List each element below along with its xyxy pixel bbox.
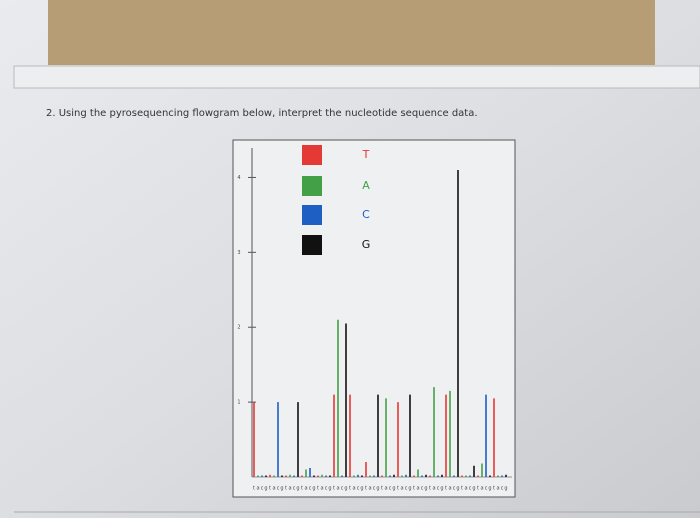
flow-label: t — [445, 486, 447, 492]
legend-swatch — [302, 145, 322, 165]
flow-label: g — [280, 486, 283, 492]
flow-label: g — [312, 486, 315, 492]
flow-label: a — [304, 486, 307, 492]
flow-label: t — [429, 486, 431, 492]
flow-label: g — [456, 486, 459, 492]
flow-label: a — [432, 486, 435, 492]
flow-label: c — [357, 486, 360, 492]
flow-label: a — [320, 486, 323, 492]
flow-label: a — [256, 486, 259, 492]
cardboard — [48, 0, 655, 65]
y-tick-label: 4 — [237, 175, 240, 181]
chart-frame — [232, 139, 516, 498]
flow-label: c — [341, 486, 344, 492]
flow-label: g — [424, 486, 427, 492]
flow-label: g — [360, 486, 363, 492]
legend-swatch — [302, 235, 322, 255]
flow-label: c — [293, 486, 296, 492]
flow-label: a — [384, 486, 387, 492]
flow-label: c — [373, 486, 376, 492]
flow-label: t — [285, 486, 287, 492]
flow-label: g — [488, 486, 491, 492]
y-tick-label: 2 — [237, 325, 240, 331]
flow-label: a — [480, 486, 483, 492]
legend-label: G — [362, 238, 371, 251]
flow-label: g — [408, 486, 411, 492]
flow-label: t — [253, 486, 255, 492]
flow-label: g — [344, 486, 347, 492]
legend-swatch — [302, 205, 322, 225]
flow-label: c — [453, 486, 456, 492]
flow-label: c — [261, 486, 264, 492]
flow-label: t — [301, 486, 303, 492]
y-tick-label: 3 — [237, 250, 240, 256]
flow-label: g — [440, 486, 443, 492]
flow-label: c — [501, 486, 504, 492]
flow-label: g — [472, 486, 475, 492]
flow-label: t — [365, 486, 367, 492]
flow-label: c — [437, 486, 440, 492]
flow-label: a — [448, 486, 451, 492]
paper-strip — [13, 65, 700, 89]
flow-label: g — [504, 486, 507, 492]
flow-label: t — [397, 486, 399, 492]
flow-label: c — [309, 486, 312, 492]
flow-label: t — [317, 486, 319, 492]
flow-label: c — [485, 486, 488, 492]
flow-label: t — [269, 486, 271, 492]
legend-label: C — [362, 208, 370, 221]
flow-label: c — [325, 486, 328, 492]
legend-label: T — [362, 148, 370, 161]
flow-label: c — [421, 486, 424, 492]
flow-label: a — [464, 486, 467, 492]
flow-label: g — [296, 486, 299, 492]
legend-label: A — [362, 179, 370, 192]
question: 2. Using the pyrosequencing flowgram bel… — [46, 108, 478, 119]
flow-label: c — [277, 486, 280, 492]
flow-label: g — [376, 486, 379, 492]
flow-label: c — [405, 486, 408, 492]
flow-label: a — [272, 486, 275, 492]
flow-label: t — [461, 486, 463, 492]
flow-label: g — [392, 486, 395, 492]
flow-label: c — [469, 486, 472, 492]
flow-label: t — [381, 486, 383, 492]
flow-label: t — [493, 486, 495, 492]
flow-label: a — [336, 486, 339, 492]
flow-label: t — [349, 486, 351, 492]
flow-label: a — [400, 486, 403, 492]
y-tick-label: 1 — [237, 400, 240, 406]
flow-label: t — [333, 486, 335, 492]
flow-label: c — [389, 486, 392, 492]
flow-label: a — [368, 486, 371, 492]
flow-label: g — [328, 486, 331, 492]
flow-label: g — [264, 486, 267, 492]
flow-label: a — [416, 486, 419, 492]
flow-label: t — [413, 486, 415, 492]
legend-swatch — [302, 176, 322, 196]
flow-label: a — [496, 486, 499, 492]
flow-label: t — [477, 486, 479, 492]
flow-label: a — [288, 486, 291, 492]
flow-label: a — [352, 486, 355, 492]
